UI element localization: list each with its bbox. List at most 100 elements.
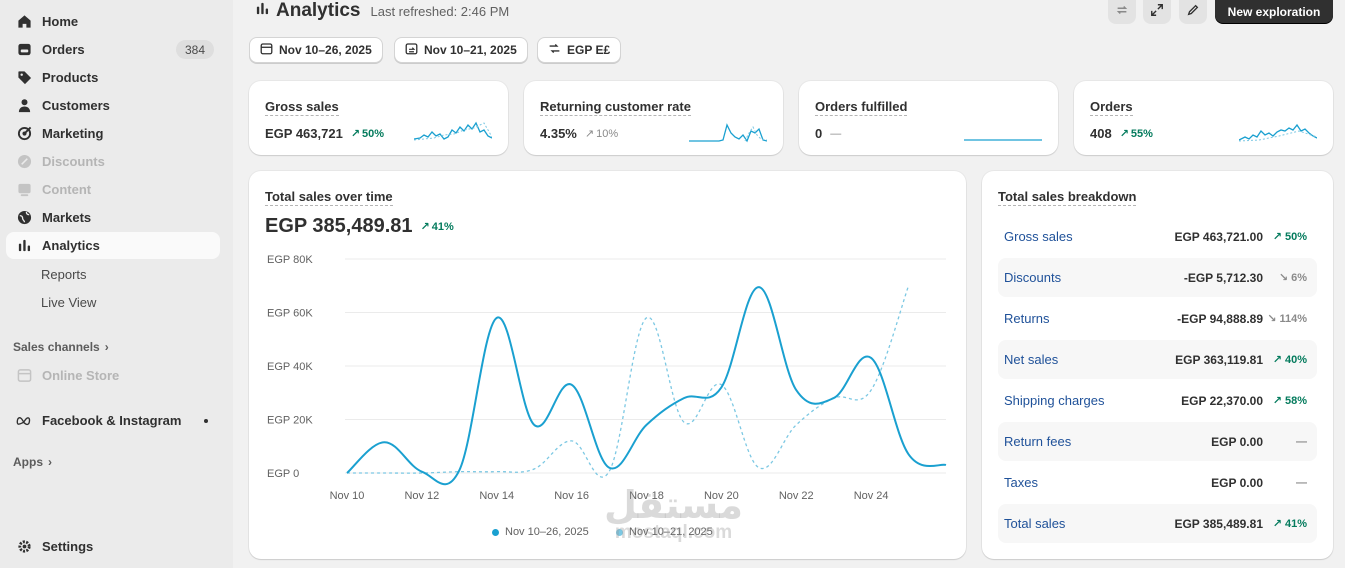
metric-title: Orders [1090, 99, 1133, 116]
apps-label: Apps [13, 455, 43, 469]
sales-channels-header[interactable]: Sales channels › [13, 340, 109, 354]
sidebar-item-label: Settings [42, 539, 94, 554]
metric-value-text: 0 [815, 126, 823, 141]
sales-channels-label: Sales channels [13, 340, 100, 354]
breakdown-value: EGP 0.00 [1211, 434, 1263, 449]
sidebar-item-marketing[interactable]: Marketing [6, 120, 220, 147]
breakdown-label[interactable]: Shipping charges [1004, 393, 1105, 408]
metric-card-returning-customer-rate[interactable]: Returning customer rate 4.35% ↗ 10% [524, 81, 783, 155]
metric-title: Orders fulfilled [815, 99, 908, 116]
breakdown-label[interactable]: Gross sales [1004, 229, 1073, 244]
compare-range-picker[interactable]: Nov 10–21, 2025 [394, 37, 528, 63]
arrow-up-icon: ↗ [1272, 354, 1285, 366]
arrow-up-icon: ↗ [584, 128, 595, 140]
sidebar-item-content[interactable]: Content [6, 176, 220, 203]
x-tick-label: Nov 10 [330, 490, 365, 502]
sidebar-item-facebook-instagram[interactable]: Facebook & Instagram [6, 407, 220, 434]
breakdown-value: EGP 363,119.81 [1175, 352, 1263, 367]
breakdown-change-text: 41% [1284, 518, 1307, 530]
y-tick-label: EGP 20K [267, 415, 313, 427]
series-line-current[interactable] [346, 286, 947, 486]
breakdown-row[interactable]: Returns -EGP 94,888.89 ↘ 114% [998, 299, 1317, 338]
sidebar-item-label: Marketing [42, 126, 104, 141]
sidebar-item-settings[interactable]: Settings [6, 533, 220, 560]
sidebar-subitem-reports[interactable]: Reports [41, 267, 87, 282]
fullscreen-button[interactable] [1143, 0, 1171, 24]
sidebar-item-label: Discounts [42, 154, 105, 169]
arrow-up-icon: ↗ [1272, 518, 1285, 530]
sidebar-item-markets[interactable]: Markets [6, 204, 220, 231]
metric-change: — [830, 127, 842, 140]
y-tick-label: EGP 80K [267, 254, 313, 266]
date-range-picker[interactable]: Nov 10–26, 2025 [249, 37, 383, 63]
chevron-right-icon: › [48, 455, 52, 469]
breakdown-title[interactable]: Total sales breakdown [998, 189, 1137, 206]
edit-button[interactable] [1179, 0, 1207, 24]
breakdown-value: EGP 0.00 [1211, 475, 1263, 490]
chart-title[interactable]: Total sales over time [265, 189, 393, 206]
breakdown-label[interactable]: Total sales [1004, 516, 1066, 531]
sidebar-item-orders[interactable]: Orders 384 [6, 36, 220, 63]
sparkline [964, 139, 1042, 141]
breakdown-row[interactable]: Return fees EGP 0.00 — [998, 422, 1317, 461]
breakdown-label[interactable]: Return fees [1004, 434, 1072, 449]
sidebar-item-analytics[interactable]: Analytics [6, 232, 220, 259]
watermark-arabic: مستقل [604, 483, 743, 527]
expand-icon [1150, 3, 1164, 22]
metric-card-orders[interactable]: Orders 408 ↗ 55% [1074, 81, 1333, 155]
sidebar-subitem-live-view[interactable]: Live View [41, 295, 97, 310]
legend-item-current[interactable]: Nov 10–26, 2025 [492, 526, 589, 538]
sidebar-item-home[interactable]: Home [6, 8, 220, 35]
breakdown-row[interactable]: Shipping charges EGP 22,370.00 ↗ 58% [998, 381, 1317, 420]
sidebar-item-discounts[interactable]: Discounts [6, 148, 220, 175]
breakdown-label[interactable]: Taxes [1004, 475, 1038, 490]
sparkline [689, 123, 767, 143]
bar-chart-icon [16, 238, 32, 254]
breakdown-row[interactable]: Total sales EGP 385,489.81 ↗ 41% [998, 504, 1317, 543]
legend-item-comparison[interactable]: Nov 10–21, 2025 [616, 526, 713, 538]
sidebar-item-label: Home [42, 14, 79, 29]
line-chart[interactable]: EGP 80K EGP 60K EGP 40K EGP 20K EGP 0 Nov 10 N… [249, 171, 966, 559]
orders-count-badge: 384 [175, 40, 214, 59]
breakdown-row[interactable]: Gross sales EGP 463,721.00 ↗ 50% [998, 217, 1317, 256]
sparkline [414, 121, 492, 141]
apps-header[interactable]: Apps › [13, 455, 52, 469]
metric-value: 0 — [815, 126, 841, 141]
sidebar-item-label: Facebook & Instagram [42, 413, 182, 428]
sidebar-item-label: Orders [42, 42, 85, 57]
home-icon [16, 14, 32, 30]
sidebar-item-online-store[interactable]: Online Store [6, 362, 220, 389]
breakdown-row[interactable]: Net sales EGP 363,119.81 ↗ 40% [998, 340, 1317, 379]
chevron-right-icon: › [104, 340, 109, 354]
target-icon [16, 126, 32, 142]
x-tick-label: Nov 14 [479, 490, 514, 502]
metric-change-text: 55% [1130, 127, 1153, 140]
currency-icon [548, 42, 561, 58]
sidebar-item-customers[interactable]: Customers [6, 92, 220, 119]
total-sales-value-text: EGP 385,489.81 [265, 215, 413, 237]
series-line-comparison[interactable] [347, 285, 910, 478]
bar-chart-icon [255, 1, 270, 21]
new-exploration-button[interactable]: New exploration [1215, 0, 1333, 23]
meta-icon [16, 413, 32, 429]
breakdown-row[interactable]: Discounts -EGP 5,712.30 ↘ 6% [998, 258, 1317, 297]
arrow-up-icon: ↗ [420, 221, 430, 233]
refresh-button[interactable] [1108, 0, 1136, 24]
x-tick-label: Nov 16 [554, 490, 589, 502]
metric-change: ↗ 10% [584, 127, 618, 141]
sidebar: Home Orders 384 Products Customers Marke… [0, 0, 233, 568]
page-title: Analytics [276, 0, 361, 21]
metric-card-orders-fulfilled[interactable]: Orders fulfilled 0 — [799, 81, 1058, 155]
metric-card-gross-sales[interactable]: Gross sales EGP 463,721 ↗ 50% [249, 81, 508, 155]
breakdown-label[interactable]: Net sales [1004, 352, 1059, 367]
currency-picker[interactable]: EGP E£ [537, 37, 622, 63]
sidebar-item-products[interactable]: Products [6, 64, 220, 91]
x-tick-label: Nov 18 [629, 490, 664, 502]
y-tick-label: EGP 0 [267, 468, 299, 480]
breakdown-value: EGP 385,489.81 [1174, 516, 1263, 531]
breakdown-label[interactable]: Returns [1004, 311, 1050, 326]
total-sales-chart-card: Total sales over time EGP 385,489.81 ↗ 41… [249, 171, 966, 559]
breakdown-row[interactable]: Taxes EGP 0.00 — [998, 463, 1317, 502]
breakdown-label[interactable]: Discounts [1004, 270, 1062, 285]
sidebar-item-label: Products [42, 70, 99, 85]
